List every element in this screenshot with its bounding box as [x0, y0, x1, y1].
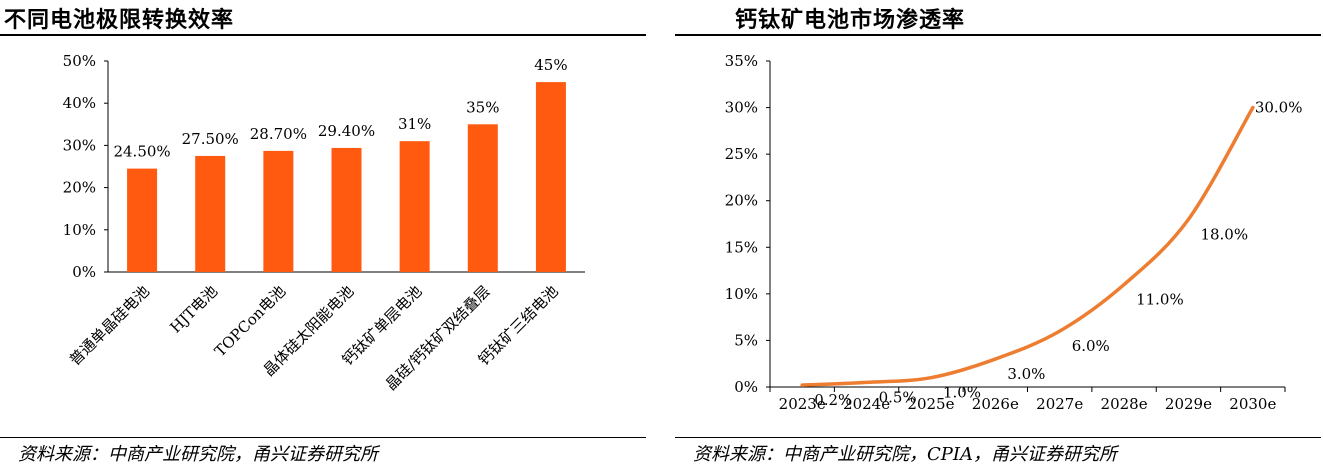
- y-tick-label: 20%: [63, 179, 96, 197]
- bar: [467, 124, 498, 272]
- x-tick-label: 2024e: [843, 395, 890, 413]
- x-tick-label: 2027e: [1036, 395, 1083, 413]
- point-data-label: 6.0%: [1072, 337, 1110, 355]
- point-data-label: 30.0%: [1255, 99, 1303, 117]
- y-tick-label: 30%: [725, 99, 758, 117]
- y-tick-label: 15%: [725, 238, 758, 256]
- x-tick-label: 普通单晶硅电池: [66, 282, 153, 369]
- y-tick-label: 10%: [63, 221, 96, 239]
- x-tick-label: 2030e: [1229, 395, 1276, 413]
- bar-data-label: 29.40%: [318, 122, 375, 140]
- y-tick-label: 50%: [63, 52, 96, 70]
- right-title-rule: [675, 34, 1321, 36]
- bar-data-label: 28.70%: [250, 125, 307, 143]
- y-tick-label: 25%: [725, 145, 758, 163]
- y-tick-label: 5%: [734, 331, 758, 349]
- bar: [263, 150, 294, 272]
- y-tick-label: 35%: [725, 52, 758, 70]
- y-tick-label: 10%: [725, 285, 758, 303]
- right-source-note: 资料来源：中商产业研究院，CPIA，甬兴证券研究所: [693, 444, 1117, 465]
- right-chart-panel: 钙钛矿电池市场渗透率 0% 5% 10% 15% 20% 25% 30% 35% 0.2% 202…: [675, 0, 1323, 471]
- bar-data-label: 31%: [398, 115, 431, 133]
- bar-data-label: 35%: [466, 98, 499, 116]
- series-line: [800, 105, 1255, 387]
- bar: [127, 168, 158, 272]
- bar: [535, 82, 566, 272]
- left-source-rule: [0, 437, 646, 438]
- bar-data-label: 24.50%: [113, 143, 170, 161]
- point-data-label: 11.0%: [1136, 291, 1184, 309]
- y-tick-label: 0%: [734, 378, 758, 396]
- bar: [195, 155, 226, 272]
- y-tick-label: 20%: [725, 192, 758, 210]
- bar-data-label: 45%: [534, 56, 567, 74]
- bar: [331, 147, 362, 272]
- line-chart: 0% 5% 10% 15% 20% 25% 30% 35% 0.2%2023e 0.5%2024e…: [725, 52, 1303, 413]
- point-data-label: 0.2%: [814, 391, 852, 409]
- y-tick-label: 40%: [63, 94, 96, 112]
- x-tick-label: 2029e: [1165, 395, 1212, 413]
- right-source-rule: [675, 437, 1321, 438]
- left-title-rule: [0, 34, 646, 36]
- x-tick-label: 2025e: [907, 395, 954, 413]
- point-data-label: 0.5%: [879, 388, 917, 406]
- x-tick-label: 2026e: [972, 395, 1019, 413]
- left-chart-panel: 不同电池极限转换效率 0% 10% 20% 30% 40% 50% 24.50% 普通单晶硅电…: [0, 0, 648, 471]
- point-data-label: 1.0%: [943, 384, 981, 402]
- right-chart-title: 钙钛矿电池市场渗透率: [735, 8, 966, 33]
- left-chart-title: 不同电池极限转换效率: [4, 8, 235, 33]
- bar-data-label: 27.50%: [182, 130, 239, 148]
- x-tick-label: HJT电池: [167, 282, 222, 337]
- point-data-label: 3.0%: [1007, 365, 1045, 383]
- x-tick-label: 2023e: [779, 395, 826, 413]
- y-tick-label: 0%: [72, 263, 96, 281]
- bar: [399, 141, 430, 272]
- bar-chart: 0% 10% 20% 30% 40% 50% 24.50% 普通单晶硅电池 27.50% HJT电…: [63, 52, 585, 394]
- x-tick-label: 2028e: [1101, 395, 1148, 413]
- point-data-label: 18.0%: [1200, 225, 1248, 243]
- left-source-note: 资料来源：中商产业研究院，甬兴证券研究所: [18, 444, 378, 465]
- y-tick-label: 30%: [63, 136, 96, 154]
